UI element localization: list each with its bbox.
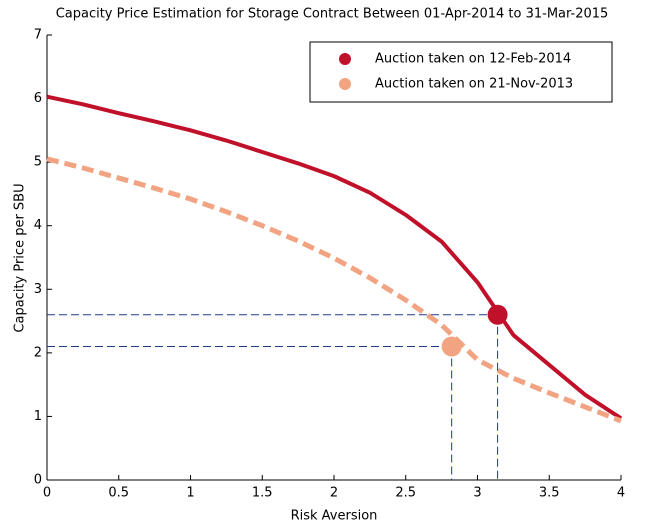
x-axis-label: Risk Aversion — [291, 509, 378, 524]
y-tick-label: 4 — [34, 218, 42, 233]
highlight-point — [487, 304, 508, 325]
x-tick-label: 3.5 — [539, 486, 560, 501]
x-tick-label: 2.5 — [395, 486, 416, 501]
x-tick-label: 0 — [43, 486, 51, 501]
x-tick-label: 1 — [186, 486, 194, 501]
legend-marker — [339, 78, 351, 90]
legend-marker — [339, 53, 351, 65]
y-tick-label: 2 — [34, 345, 42, 360]
x-tick-label: 4 — [617, 486, 625, 501]
series-line — [46, 156, 622, 424]
y-tick-label: 6 — [34, 91, 42, 106]
y-tick-label: 1 — [34, 409, 42, 424]
y-tick-label: 5 — [34, 155, 42, 170]
x-tick-label: 1.5 — [252, 486, 273, 501]
y-tick-label: 0 — [34, 473, 42, 488]
legend-box — [309, 41, 613, 103]
legend-label: Auction taken on 12-Feb-2014 — [375, 52, 571, 67]
series-line — [46, 94, 623, 421]
x-tick-label: 3 — [473, 486, 481, 501]
x-tick-label: 0.5 — [108, 486, 129, 501]
y-tick-label: 7 — [34, 28, 42, 43]
y-tick-label: 3 — [34, 282, 42, 297]
chart-title: Capacity Price Estimation for Storage Co… — [56, 7, 609, 22]
x-tick-label: 2 — [330, 486, 338, 501]
y-axis-label: Capacity Price per SBU — [13, 183, 28, 332]
highlight-point — [441, 336, 462, 357]
legend-label: Auction taken on 21-Nov-2013 — [375, 77, 573, 92]
